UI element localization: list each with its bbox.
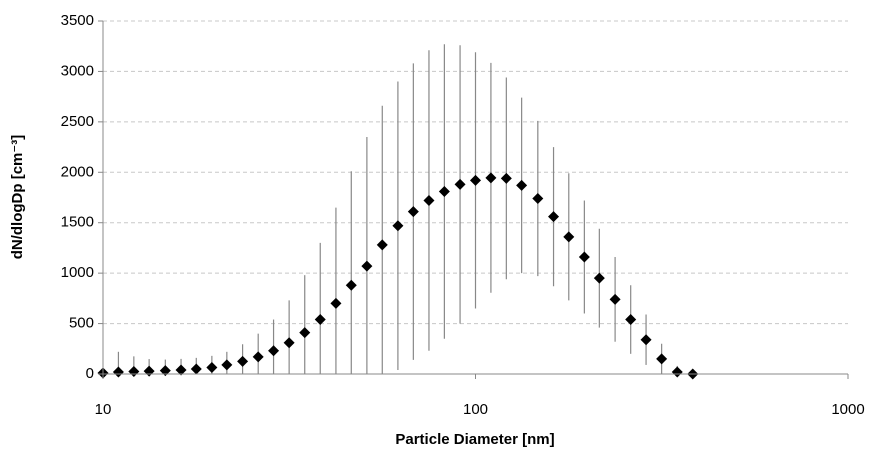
marker: [578, 251, 590, 263]
marker: [376, 239, 388, 251]
marker: [500, 172, 512, 184]
marker: [190, 363, 202, 375]
marker: [221, 359, 233, 371]
marker: [206, 361, 218, 373]
marker: [283, 337, 295, 349]
marker: [407, 206, 419, 218]
y-axis-title: dN/dlogDp [cm⁻³]: [9, 135, 26, 260]
marker: [345, 279, 357, 291]
x-tick-label: 100: [463, 401, 488, 418]
marker: [330, 297, 342, 309]
marker: [143, 365, 155, 377]
marker: [548, 211, 560, 223]
marker: [392, 220, 404, 232]
y-tick-label: 3000: [61, 62, 94, 79]
marker: [563, 231, 575, 243]
y-tick-label: 2000: [61, 163, 94, 180]
marker: [314, 314, 326, 326]
marker: [454, 178, 466, 190]
marker: [640, 334, 652, 346]
marker: [299, 327, 311, 339]
marker: [609, 293, 621, 305]
y-tick-label: 3500: [61, 12, 94, 29]
marker: [438, 185, 450, 197]
markers: [97, 172, 699, 380]
marker: [470, 174, 481, 186]
marker: [361, 260, 373, 272]
y-tick-label: 2500: [61, 113, 94, 130]
marker: [175, 364, 187, 376]
y-tick-label: 1000: [61, 264, 94, 281]
marker: [237, 355, 249, 367]
marker: [656, 353, 668, 365]
marker: [625, 314, 637, 326]
y-tick-label: 1500: [61, 214, 94, 231]
x-tick-label: 1000: [831, 401, 864, 418]
y-tick-label: 0: [86, 365, 94, 382]
x-tick-label: 10: [95, 401, 112, 418]
x-axis-title: Particle Diameter [nm]: [395, 431, 554, 448]
marker: [128, 365, 140, 377]
marker: [252, 351, 264, 363]
marker: [268, 345, 280, 357]
marker: [485, 172, 497, 184]
marker: [593, 272, 605, 284]
marker: [532, 193, 544, 205]
marker: [423, 195, 435, 207]
marker: [159, 365, 171, 377]
marker: [516, 179, 528, 191]
marker: [671, 366, 683, 378]
y-tick-label: 500: [69, 315, 94, 332]
marker: [112, 366, 124, 378]
axes: 0 500 1000 1500 2000 2500 3000 3500 10 100 1000: [61, 12, 865, 418]
